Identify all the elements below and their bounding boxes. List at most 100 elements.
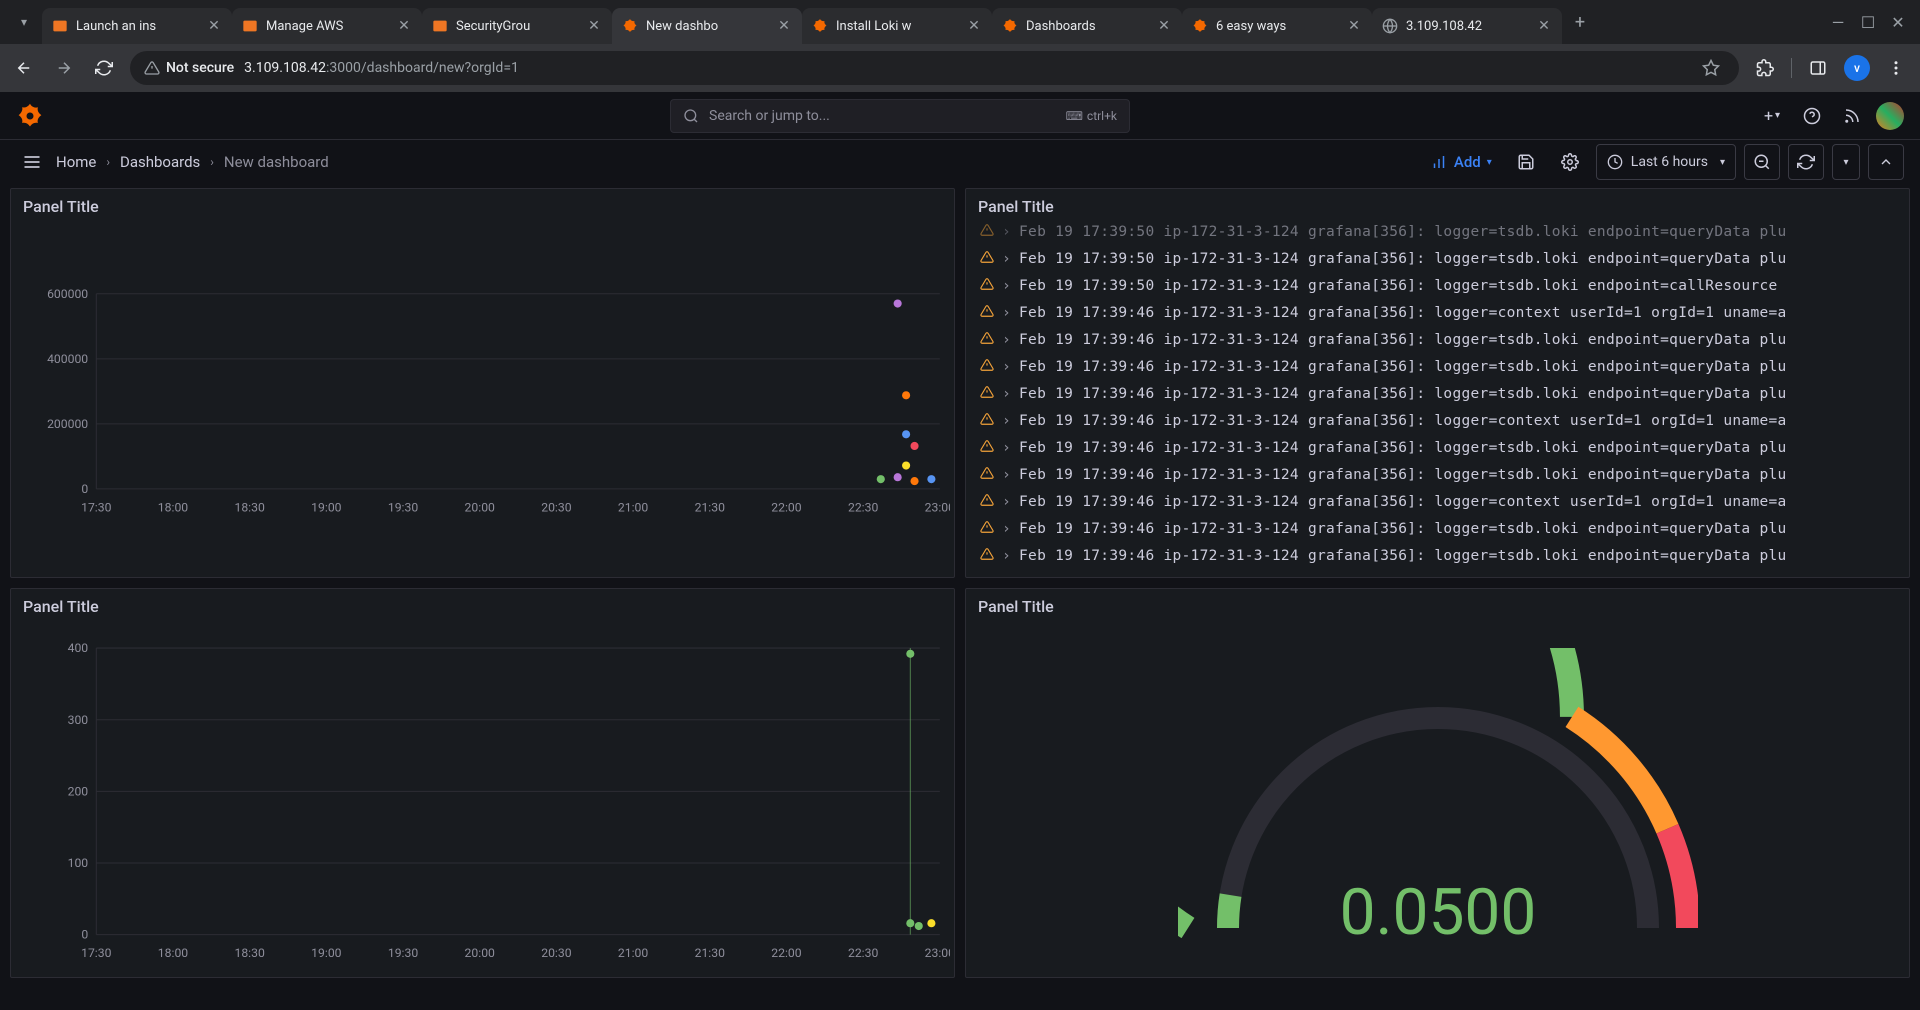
tab-close-icon[interactable]: ✕ [966,18,982,34]
save-button[interactable] [1508,144,1544,180]
panel-title[interactable]: Panel Title [966,589,1909,624]
tab-close-icon[interactable]: ✕ [1346,18,1362,34]
window-minimize[interactable]: — [1824,8,1852,36]
svg-text:20:00: 20:00 [465,946,496,960]
breadcrumb-dashboards[interactable]: Dashboards [120,153,200,171]
url-input[interactable]: Not secure 3.109.108.42:3000/dashboard/n… [130,51,1739,85]
news-icon[interactable] [1836,100,1868,132]
svg-text:22:00: 22:00 [771,500,802,514]
window-maximize[interactable]: ☐ [1854,8,1882,36]
svg-text:20:30: 20:30 [541,946,572,960]
browser-tab[interactable]: 3.109.108.42✕ [1372,8,1562,44]
log-row[interactable]: ›Feb 19 17:39:50 ip-172-31-3-124 grafana… [980,224,1895,245]
zoom-out-button[interactable] [1744,144,1780,180]
log-row[interactable]: ›Feb 19 17:39:46 ip-172-31-3-124 grafana… [980,380,1895,407]
panel-logs[interactable]: Panel Title › Feb 19 17:39:50 ip-172-31-3… [965,188,1910,578]
chevron-right-icon: › [1002,467,1011,483]
warning-icon [980,466,994,484]
chevron-right-icon: › [1002,440,1011,456]
grafana-logo[interactable] [16,102,44,130]
warning-icon [980,385,994,403]
tab-close-icon[interactable]: ✕ [776,18,792,34]
chevron-right-icon: › [1002,359,1011,375]
log-text: Feb 19 17:39:46 ip-172-31-3-124 grafana[… [1019,386,1787,402]
add-dropdown[interactable]: +▾ [1756,100,1788,132]
tab-favicon [1002,18,1018,34]
tab-close-icon[interactable]: ✕ [396,18,412,34]
log-row[interactable]: › Feb 19 17:39:46 ip-172-31-3-124 grafana… [980,488,1895,515]
browser-tab[interactable]: New dashbo✕ [612,8,802,44]
tab-search-dropdown[interactable]: ▾ [8,6,40,38]
browser-tab[interactable]: SecurityGrou✕ [422,8,612,44]
panel-timeseries-1[interactable]: Panel Title 020000040000060000017:3018:0… [10,188,955,578]
log-row[interactable]: ›Feb 19 17:39:46 ip-172-31-3-124 grafana… [980,542,1895,569]
log-list[interactable]: › Feb 19 17:39:50 ip-172-31-3-124 grafana… [970,224,1905,569]
chrome-menu-icon[interactable] [1882,54,1910,82]
log-row[interactable]: ›Feb 19 17:39:46 ip-172-31-3-124 grafana… [980,407,1895,434]
reload-button[interactable] [90,54,118,82]
browser-tab[interactable]: Launch an ins ✕ [42,8,232,44]
svg-text:21:30: 21:30 [695,946,726,960]
log-row[interactable]: ›Feb 19 17:39:46 ip-172-31-3-124 grafana… [980,326,1895,353]
browser-tab[interactable]: Dashboards✕ [992,8,1182,44]
bookmark-icon[interactable] [1697,54,1725,82]
warning-icon [980,250,994,268]
tab-favicon [1192,18,1208,34]
svg-text:17:30: 17:30 [81,946,112,960]
collapse-button[interactable] [1868,144,1904,180]
svg-text:18:00: 18:00 [158,946,189,960]
tab-close-icon[interactable]: ✕ [1536,18,1552,34]
tab-title: Launch an ins [76,19,198,34]
breadcrumb-home[interactable]: Home [56,153,96,171]
log-text: Feb 19 17:39:46 ip-172-31-3-124 grafana[… [1019,413,1787,429]
log-row[interactable]: ›Feb 19 17:39:46 ip-172-31-3-124 grafana… [980,353,1895,380]
log-row[interactable]: ›Feb 19 17:39:50 ip-172-31-3-124 grafana… [980,272,1895,299]
svg-text:0: 0 [81,928,88,942]
log-row[interactable]: ›Feb 19 17:39:46 ip-172-31-3-124 grafana… [980,299,1895,326]
new-tab-button[interactable]: + [1564,12,1596,33]
tab-close-icon[interactable]: ✕ [206,18,222,34]
log-row[interactable]: ›Feb 19 17:39:50 ip-172-31-3-124 grafana… [980,245,1895,272]
panel-gauge[interactable]: Panel Title 0.0500 [965,588,1910,978]
hamburger-menu[interactable] [16,146,48,178]
window-close[interactable]: ✕ [1884,8,1912,36]
log-text: Feb 19 17:39:46 ip-172-31-3-124 grafana[… [1019,494,1787,510]
panel-title[interactable]: Panel Title [11,189,954,224]
warning-icon [980,547,994,565]
svg-text:19:00: 19:00 [311,500,342,514]
browser-tab[interactable]: 6 easy ways✕ [1182,8,1372,44]
search-placeholder: Search or jump to... [709,108,830,124]
chevron-right-icon: › [1002,494,1011,510]
time-range-picker[interactable]: Last 6 hours ▾ [1596,144,1736,180]
log-row[interactable]: ›Feb 19 17:39:46 ip-172-31-3-124 grafana… [980,461,1895,488]
forward-button[interactable] [50,54,78,82]
address-bar: Not secure 3.109.108.42:3000/dashboard/n… [0,44,1920,92]
back-button[interactable] [10,54,38,82]
browser-tab[interactable]: Install Loki w✕ [802,8,992,44]
profile-avatar[interactable]: v [1844,55,1870,81]
tab-close-icon[interactable]: ✕ [586,18,602,34]
svg-text:22:30: 22:30 [848,946,879,960]
log-text: Feb 19 17:39:50 ip-172-31-3-124 grafana[… [1019,251,1787,267]
extensions-icon[interactable] [1751,54,1779,82]
panel-title[interactable]: Panel Title [966,189,1909,224]
user-avatar[interactable] [1876,102,1904,130]
warning-icon [980,224,994,241]
refresh-button[interactable] [1788,144,1824,180]
tab-close-icon[interactable]: ✕ [1156,18,1172,34]
help-icon[interactable] [1796,100,1828,132]
log-text: Feb 19 17:39:46 ip-172-31-3-124 grafana[… [1019,548,1787,564]
add-panel-button[interactable]: Add ▾ [1422,153,1500,171]
settings-button[interactable] [1552,144,1588,180]
refresh-interval-dropdown[interactable]: ▾ [1832,144,1860,180]
panel-timeseries-2[interactable]: Panel Title 010020030040017:3018:0018:30… [10,588,955,978]
chevron-right-icon: › [210,155,214,169]
global-search[interactable]: Search or jump to... ⌨ ctrl+k [670,99,1130,133]
panel-title[interactable]: Panel Title [11,589,954,624]
not-secure-badge[interactable]: Not secure [144,60,234,76]
browser-tab[interactable]: Manage AWS✕ [232,8,422,44]
log-row[interactable]: ›Feb 19 17:39:46 ip-172-31-3-124 grafana… [980,434,1895,461]
side-panel-icon[interactable] [1804,54,1832,82]
panel-grid: Panel Title 020000040000060000017:3018:0… [0,184,1920,982]
log-row[interactable]: ›Feb 19 17:39:46 ip-172-31-3-124 grafana… [980,515,1895,542]
